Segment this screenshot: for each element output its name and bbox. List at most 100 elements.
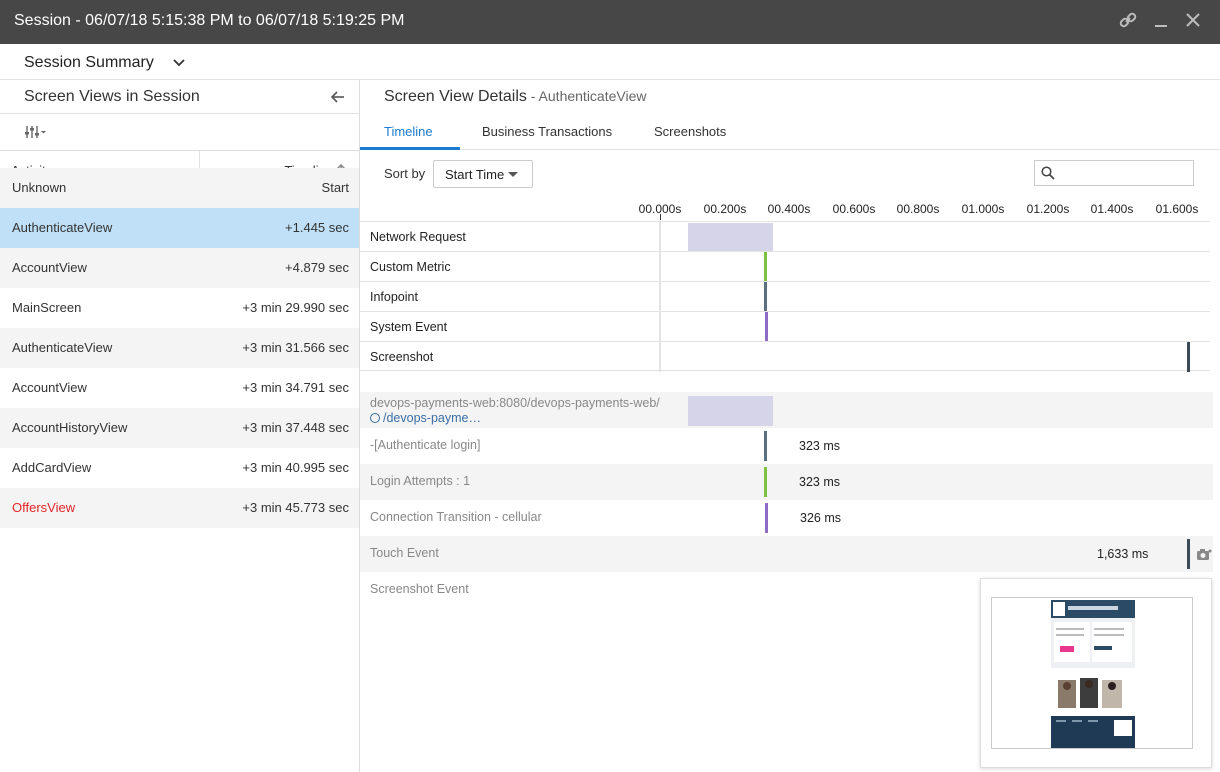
chevron-down-icon[interactable] — [172, 56, 186, 71]
detail-duration: 323 ms — [799, 475, 840, 489]
activity-name: AccountHistoryView — [12, 420, 128, 435]
tick-label: 00.600s — [832, 202, 876, 216]
tick-label: 00.200s — [703, 202, 747, 216]
timeline-row-label: Network Request — [370, 230, 466, 244]
tick-mark — [660, 214, 661, 220]
screenshot-thumbnail[interactable] — [991, 597, 1193, 749]
details-title: Screen View Details - AuthenticateView — [384, 88, 647, 106]
screen-views-panel: Screen Views in Session Activity Timelin… — [0, 80, 360, 772]
tick-label: 00.800s — [896, 202, 940, 216]
tick-label: 01.600s — [1155, 202, 1199, 216]
detail-row-touch-event[interactable]: Touch Event 1,633 ms — [360, 536, 1213, 572]
activity-name: AddCardView — [12, 460, 92, 475]
list-item[interactable]: AddCardView +3 min 40.995 sec — [0, 448, 359, 488]
system-event-detail-marker — [765, 503, 768, 533]
search-box[interactable] — [1034, 160, 1194, 186]
activity-time: +1.445 sec — [285, 220, 349, 235]
screen-views-toolbar — [0, 114, 359, 151]
infopoint-marker[interactable] — [764, 282, 767, 312]
custom-metric-detail-marker — [764, 467, 767, 497]
list-item[interactable]: MainScreen +3 min 29.990 sec — [0, 288, 359, 328]
detail-label: Screenshot Event — [370, 582, 469, 596]
details-subtitle: - AuthenticateView — [526, 88, 647, 104]
detail-row-screenshot-event[interactable]: Screenshot Event — [360, 572, 1213, 608]
active-tab-indicator — [360, 147, 460, 150]
details-title-text: Screen View Details — [384, 88, 527, 105]
detail-duration: 323 ms — [799, 439, 840, 453]
detail-label: Login Attempts : 1 — [370, 474, 471, 488]
minimize-icon[interactable] — [1150, 10, 1172, 32]
details-tabs: Timeline Business Transactions Screensho… — [360, 114, 1220, 150]
timeline-row-screenshot: Screenshot — [360, 341, 1210, 372]
window-title: Session - 06/07/18 5:15:38 PM to 06/07/1… — [14, 12, 405, 29]
activity-name: MainScreen — [12, 300, 82, 315]
activity-time: +3 min 31.566 sec — [242, 340, 349, 355]
list-item[interactable]: AccountView +4.879 sec — [0, 248, 359, 288]
detail-label: -[Authenticate login] — [370, 438, 481, 452]
activity-name: AuthenticateView — [12, 220, 113, 235]
list-item[interactable]: AccountView +3 min 34.791 sec — [0, 368, 359, 408]
timeline-row-separator — [659, 312, 661, 342]
tick-label: 01.000s — [961, 202, 1005, 216]
activity-name: AuthenticateView — [12, 340, 113, 355]
detail-duration: 326 ms — [800, 511, 841, 525]
tick-label: 01.200s — [1026, 202, 1070, 216]
timeline-row-custom-metric: Custom Metric — [360, 251, 1210, 282]
custom-metric-marker[interactable] — [764, 252, 767, 282]
timeline-row-label: Screenshot — [370, 350, 434, 364]
list-item-error[interactable]: OffersView +3 min 45.773 sec — [0, 488, 359, 528]
network-request-path[interactable]: /devops-payme… — [370, 411, 481, 425]
list-item[interactable]: AuthenticateView +3 min 31.566 sec — [0, 328, 359, 368]
activity-time: +3 min 34.791 sec — [242, 380, 349, 395]
timeline-row-separator — [659, 222, 661, 252]
screenshot-thumbnail-image — [1051, 600, 1135, 748]
activity-name-error: OffersView — [12, 500, 76, 515]
window-titlebar: Session - 06/07/18 5:15:38 PM to 06/07/1… — [0, 0, 1220, 44]
network-request-detail-bar[interactable] — [688, 396, 773, 426]
detail-row-system-event[interactable]: Connection Transition - cellular 326 ms — [360, 500, 1213, 536]
activity-name: AccountView — [12, 380, 87, 395]
column-settings-icon[interactable] — [24, 124, 48, 143]
screen-view-details-panel: Screen View Details - AuthenticateView T… — [360, 80, 1220, 772]
tick-label: 00.400s — [767, 202, 811, 216]
globe-icon — [370, 413, 380, 423]
sort-by-select[interactable]: Start Time — [433, 160, 533, 188]
link-icon[interactable] — [1117, 10, 1139, 32]
timeline-row-label: System Event — [370, 320, 448, 334]
tab-timeline[interactable]: Timeline — [384, 124, 433, 139]
list-item[interactable]: AccountHistoryView +3 min 37.448 sec — [0, 408, 359, 448]
camera-icon[interactable] — [1196, 548, 1212, 564]
timeline-row-system-event: System Event — [360, 311, 1210, 342]
tab-business-transactions[interactable]: Business Transactions — [482, 124, 613, 139]
session-summary-dropdown[interactable]: Session Summary — [24, 54, 154, 71]
system-event-marker[interactable] — [765, 312, 768, 342]
caret-down-icon — [508, 172, 518, 177]
tick-label: 01.400s — [1090, 202, 1134, 216]
sort-by-label: Sort by — [384, 166, 426, 181]
network-request-bar[interactable] — [688, 223, 773, 251]
arrow-left-icon[interactable] — [330, 89, 346, 108]
activity-name: AccountView — [12, 260, 87, 275]
screen-views-title: Screen Views in Session — [24, 88, 200, 105]
activity-time: +3 min 29.990 sec — [242, 300, 349, 315]
session-summary-bar: Session Summary — [0, 44, 1220, 80]
detail-duration: 1,633 ms — [1097, 547, 1149, 561]
activity-name: Unknown — [12, 180, 67, 195]
detail-row-custom-metric[interactable]: Login Attempts : 1 323 ms — [360, 464, 1213, 500]
activity-time: +4.879 sec — [285, 260, 349, 275]
search-icon — [1041, 166, 1055, 183]
detail-label: Connection Transition - cellular — [370, 510, 542, 524]
screen-views-header: Screen Views in Session — [0, 80, 359, 114]
activity-time: +3 min 40.995 sec — [242, 460, 349, 475]
timeline-row-infopoint: Infopoint — [360, 281, 1210, 312]
list-item-selected[interactable]: AuthenticateView +1.445 sec — [0, 208, 359, 248]
detail-row-infopoint[interactable]: -[Authenticate login] 323 ms — [360, 428, 1213, 464]
search-input[interactable] — [1059, 163, 1189, 183]
list-item[interactable]: Unknown Start — [0, 168, 359, 208]
close-icon[interactable] — [1182, 10, 1204, 32]
timeline-row-separator — [659, 252, 661, 282]
detail-row-network[interactable]: devops-payments-web:8080/devops-payments… — [360, 392, 1213, 428]
timeline-chart: 00.000s 00.200s 00.400s 00.600s 00.800s … — [360, 190, 1220, 372]
tab-screenshots[interactable]: Screenshots — [654, 124, 727, 139]
screenshot-marker[interactable] — [1187, 342, 1190, 372]
